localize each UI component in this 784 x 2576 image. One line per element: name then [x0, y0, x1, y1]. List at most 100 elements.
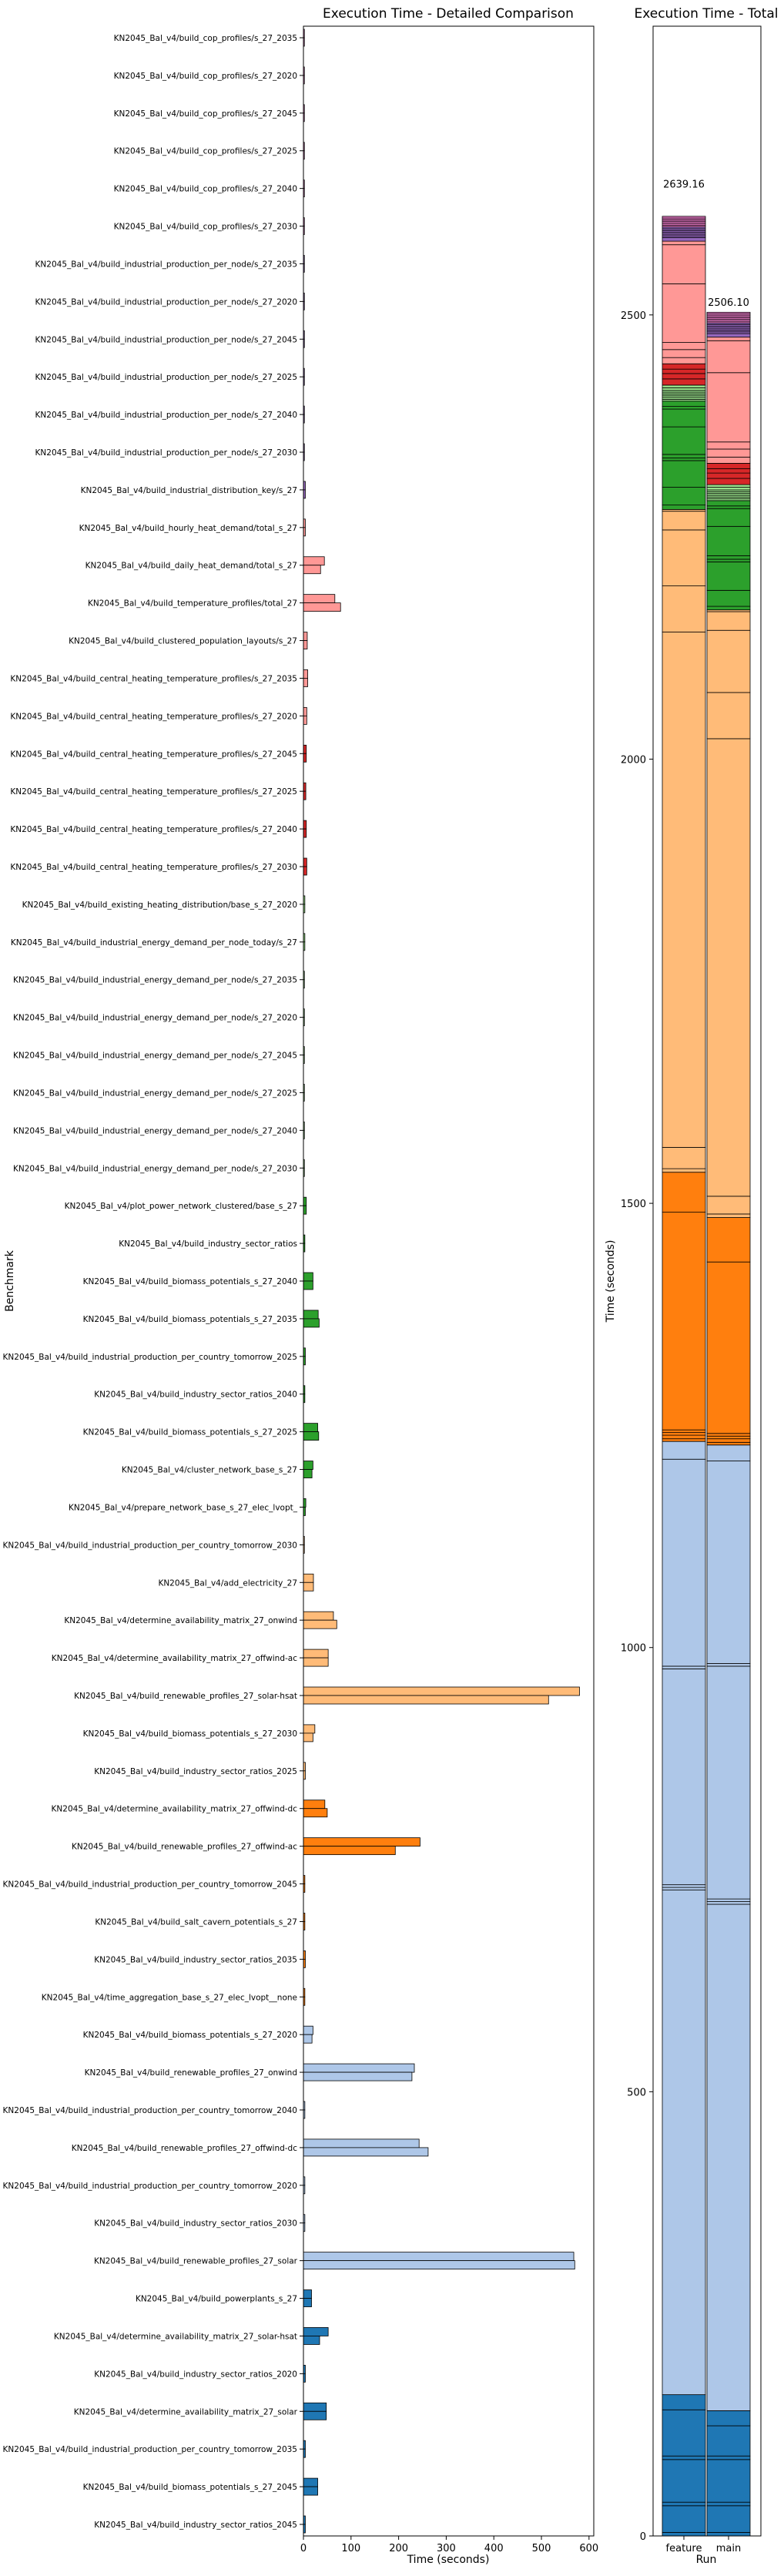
detail-bar-feature	[303, 2138, 420, 2148]
detail-bar-main	[303, 2410, 327, 2420]
detail-y-tick-label: KN2045_Bal_v4/build_biomass_potentials_s…	[83, 1729, 297, 1739]
total-y-tick-label: 500	[627, 2087, 646, 2098]
total-y-ticks: 0 500 1000 1500 2000 2500	[621, 310, 653, 2543]
detail-bar-main	[303, 2034, 313, 2044]
detail-y-tick-label: KN2045_Bal_v4/build_central_heating_temp…	[10, 712, 297, 721]
detail-bar-main	[303, 1657, 329, 1667]
detail-bar-feature	[303, 556, 325, 566]
total-segment-feature	[662, 378, 706, 386]
total-segment-feature	[662, 1458, 706, 1667]
detail-bar-main	[303, 2486, 318, 2496]
detail-y-tick-label: KN2045_Bal_v4/time_aggregation_base_s_27…	[42, 1993, 297, 2002]
detail-bar-feature	[303, 1686, 580, 1696]
detail-y-tick-label: KN2045_Bal_v4/build_industrial_productio…	[35, 260, 297, 269]
total-segment-feature	[662, 585, 706, 632]
total-segment-feature	[662, 1890, 706, 2396]
total-segment-feature	[662, 349, 706, 358]
detail-bar-main	[303, 602, 341, 612]
total-segment-main	[706, 2425, 751, 2457]
total-segment-main	[706, 340, 751, 374]
total-segment-feature	[662, 1884, 706, 1888]
total-y-tick-label: 1500	[621, 1199, 646, 1210]
total-segment-feature	[662, 373, 706, 380]
total-chart-title: Execution Time - Total	[634, 6, 778, 22]
total-segment-main	[706, 1898, 751, 1902]
detail-y-tick-label: KN2045_Bal_v4/build_industrial_energy_de…	[11, 938, 297, 948]
detail-y-tick-label: KN2045_Bal_v4/build_renewable_profiles_2…	[72, 1843, 297, 1852]
detail-bar-feature	[303, 1272, 313, 1282]
detail-y-tick-label: KN2045_Bal_v4/build_industry_sector_rati…	[94, 2370, 297, 2379]
detail-bar-main	[303, 640, 308, 649]
total-segment-main	[706, 555, 751, 560]
total-segment-feature	[662, 2409, 706, 2457]
total-segment-feature	[662, 1432, 706, 1436]
detail-bar-main	[303, 1695, 549, 1705]
detail-bar-feature	[303, 1800, 326, 1810]
total-segment-feature	[662, 1668, 706, 1886]
total-segment-feature	[662, 454, 706, 458]
total-segment-main	[706, 2505, 751, 2533]
total-segment-main	[706, 487, 751, 491]
total-segment-main	[706, 692, 751, 740]
detail-bar-feature	[303, 1196, 307, 1206]
detail-y-tick-label: KN2045_Bal_v4/build_industrial_productio…	[3, 2106, 297, 2115]
detail-y-tick-label: KN2045_Bal_v4/build_daily_heat_demand/to…	[85, 562, 297, 571]
detail-y-axis-label: Benchmark	[4, 1249, 16, 1312]
detail-bar-feature	[303, 669, 308, 679]
total-segment-main	[706, 2531, 751, 2537]
total-segment-main	[706, 1663, 751, 1667]
total-segment-feature	[662, 1212, 706, 1431]
detail-bar-main	[303, 828, 307, 838]
total-segment-main	[706, 478, 751, 485]
detail-bar-feature	[303, 2025, 313, 2035]
total-segment-main	[706, 2455, 751, 2460]
total-segment-feature	[662, 1168, 706, 1173]
detail-y-tick-label: KN2045_Bal_v4/build_industry_sector_rati…	[94, 2521, 297, 2530]
detail-bar-feature	[303, 2402, 327, 2412]
detail-y-tick-label: KN2045_Bal_v4/add_electricity_27	[158, 1578, 297, 1588]
total-y-axis-label: Time (seconds)	[605, 1240, 617, 1323]
detail-y-tick-label: KN2045_Bal_v4/cluster_network_base_s_27	[122, 1466, 297, 1475]
total-segment-main	[706, 629, 751, 693]
total-segment-main	[706, 525, 751, 556]
detail-y-tick-label: KN2045_Bal_v4/build_industrial_productio…	[3, 1880, 297, 1890]
detail-bar-feature	[303, 2063, 415, 2073]
total-segment-main	[706, 333, 751, 338]
detail-y-tick-label: KN2045_Bal_v4/build_cop_profiles/s_27_20…	[114, 223, 297, 232]
detail-bar-feature	[303, 2289, 312, 2299]
detail-bar-main	[303, 1808, 328, 1818]
total-segment-main	[706, 738, 751, 1197]
detail-bar-main	[303, 1469, 313, 1478]
detail-y-tick-label: KN2045_Bal_v4/build_cop_profiles/s_27_20…	[114, 109, 297, 119]
total-segment-main	[706, 2501, 751, 2507]
total-segment-main	[706, 1217, 751, 1263]
total-y-tick-label: 0	[640, 2531, 646, 2543]
detail-y-tick-label: KN2045_Bal_v4/build_cop_profiles/s_27_20…	[114, 147, 297, 156]
total-y-tick-label: 1000	[621, 1643, 646, 1655]
detail-y-tick-label: KN2045_Bal_v4/build_powerplants_s_27	[136, 2295, 297, 2304]
total-segment-feature	[662, 1429, 706, 1434]
detail-y-tick-label: KN2045_Bal_v4/build_industrial_productio…	[35, 373, 297, 382]
detail-bar-feature	[303, 744, 307, 754]
total-segment-main	[706, 1213, 751, 1218]
total-segment-main	[706, 1261, 751, 1434]
detail-y-tick-label: KN2045_Bal_v4/build_industrial_productio…	[3, 1353, 297, 1362]
total-segment-feature	[662, 1147, 706, 1169]
detail-y-tick-label: KN2045_Bal_v4/build_industrial_productio…	[35, 411, 297, 420]
detail-y-tick-label: KN2045_Bal_v4/build_industrial_productio…	[35, 297, 297, 307]
detail-bar-main	[303, 2336, 320, 2345]
detail-y-tick-label: KN2045_Bal_v4/build_industrial_energy_de…	[13, 1052, 297, 1061]
total-segment-feature	[662, 487, 706, 506]
detail-bar-main	[303, 1581, 314, 1592]
total-segment-feature	[662, 505, 706, 510]
detail-bar-main	[303, 2298, 312, 2307]
detail-y-tick-label: KN2045_Bal_v4/determine_availability_mat…	[52, 1654, 297, 1663]
detail-bar-feature	[303, 1649, 329, 1659]
total-plot-frame	[652, 25, 762, 2537]
detail-bar-main	[303, 565, 321, 575]
detail-bar-feature	[303, 2327, 329, 2336]
total-segment-main	[706, 456, 751, 464]
detail-y-tick-label: KN2045_Bal_v4/build_existing_heating_dis…	[22, 901, 297, 910]
detail-y-tick-label: KN2045_Bal_v4/build_central_heating_temp…	[10, 863, 297, 872]
detail-bar-feature	[303, 1573, 314, 1583]
